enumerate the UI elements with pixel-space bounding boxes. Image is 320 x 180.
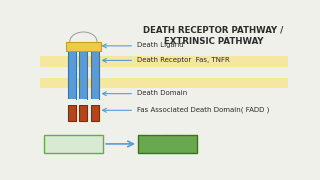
Bar	[40, 56, 288, 67]
Text: Death Receptor  Fas, TNFR: Death Receptor Fas, TNFR	[137, 57, 229, 63]
Text: Activated
Caspase 8: Activated Caspase 8	[146, 134, 190, 154]
Bar	[68, 105, 76, 121]
Text: EXTRINSIC PATHWAY: EXTRINSIC PATHWAY	[164, 37, 263, 46]
Text: DEATH RECEPTOR PATHWAY /: DEATH RECEPTOR PATHWAY /	[143, 25, 284, 34]
Bar	[79, 51, 87, 99]
Text: Death Domain: Death Domain	[137, 90, 187, 96]
Bar	[40, 78, 288, 88]
Bar	[68, 51, 76, 99]
FancyBboxPatch shape	[44, 135, 103, 153]
Text: Death Ligand: Death Ligand	[137, 42, 183, 48]
Bar	[91, 105, 99, 121]
Bar	[91, 99, 99, 105]
FancyBboxPatch shape	[138, 135, 197, 153]
Bar	[66, 42, 100, 51]
Text: Procaspase 8: Procaspase 8	[44, 140, 102, 148]
Bar	[91, 51, 99, 99]
Text: Fas Associated Death Domain( FADD ): Fas Associated Death Domain( FADD )	[137, 107, 269, 113]
Bar	[79, 105, 87, 121]
Bar	[68, 99, 76, 105]
Bar	[79, 99, 87, 105]
